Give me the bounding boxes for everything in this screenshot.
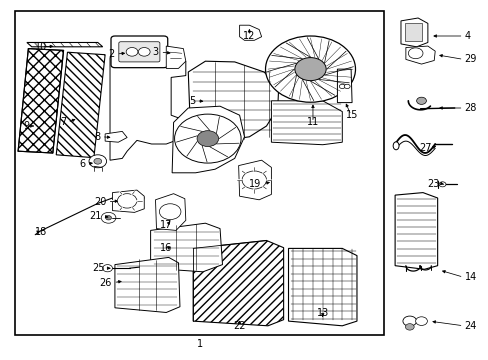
Circle shape — [438, 182, 445, 187]
Text: 4: 4 — [464, 31, 470, 41]
Text: 12: 12 — [243, 31, 255, 41]
Circle shape — [402, 316, 416, 326]
Circle shape — [174, 114, 241, 163]
Text: 3: 3 — [152, 47, 159, 57]
Text: 22: 22 — [233, 321, 245, 331]
Text: 18: 18 — [35, 227, 47, 237]
Circle shape — [197, 131, 218, 147]
Circle shape — [138, 48, 150, 56]
Text: 11: 11 — [306, 117, 319, 127]
Polygon shape — [238, 160, 271, 200]
Bar — [15, 11, 383, 335]
Polygon shape — [288, 248, 356, 326]
Circle shape — [89, 155, 106, 168]
Bar — [404, 23, 421, 41]
Text: 16: 16 — [160, 243, 172, 253]
Text: 2: 2 — [108, 49, 115, 59]
Text: 29: 29 — [464, 54, 476, 64]
Text: 19: 19 — [249, 179, 261, 189]
Text: 26: 26 — [99, 278, 111, 288]
Text: 1: 1 — [197, 339, 203, 349]
Text: 15: 15 — [345, 110, 358, 120]
Circle shape — [242, 171, 266, 189]
Text: 5: 5 — [189, 96, 195, 106]
Text: 14: 14 — [464, 272, 476, 282]
Circle shape — [105, 216, 111, 220]
Text: 6: 6 — [79, 159, 85, 169]
Polygon shape — [271, 101, 342, 145]
Polygon shape — [166, 46, 185, 68]
Polygon shape — [172, 106, 244, 173]
Circle shape — [415, 317, 427, 325]
Circle shape — [102, 265, 112, 272]
Circle shape — [405, 324, 413, 330]
Text: 24: 24 — [464, 321, 476, 331]
Polygon shape — [239, 25, 261, 40]
Circle shape — [265, 36, 355, 102]
Text: 9: 9 — [23, 121, 29, 131]
Text: 25: 25 — [92, 263, 105, 273]
Polygon shape — [56, 52, 105, 158]
Circle shape — [159, 204, 181, 220]
Polygon shape — [27, 42, 102, 47]
Circle shape — [416, 97, 426, 104]
Circle shape — [94, 158, 102, 164]
Circle shape — [126, 48, 138, 56]
Circle shape — [101, 212, 116, 223]
Text: 7: 7 — [60, 117, 66, 127]
Text: 13: 13 — [316, 308, 328, 318]
Circle shape — [294, 58, 325, 81]
Text: 8: 8 — [94, 132, 100, 142]
Text: 23: 23 — [427, 179, 439, 189]
Polygon shape — [337, 69, 351, 103]
Polygon shape — [105, 131, 127, 142]
Polygon shape — [155, 194, 185, 230]
Text: 27: 27 — [418, 143, 430, 153]
Polygon shape — [18, 49, 63, 153]
Circle shape — [407, 48, 422, 59]
Polygon shape — [110, 49, 185, 160]
Polygon shape — [115, 257, 180, 312]
Text: 20: 20 — [94, 197, 106, 207]
Polygon shape — [193, 240, 283, 326]
Circle shape — [339, 84, 345, 89]
FancyBboxPatch shape — [111, 36, 167, 68]
Text: 21: 21 — [89, 211, 102, 221]
Polygon shape — [400, 18, 427, 47]
Circle shape — [344, 84, 349, 89]
FancyBboxPatch shape — [119, 42, 160, 62]
Polygon shape — [394, 193, 437, 269]
Ellipse shape — [392, 142, 398, 150]
Polygon shape — [188, 61, 278, 140]
Polygon shape — [150, 223, 222, 272]
Polygon shape — [405, 46, 434, 64]
Text: 17: 17 — [160, 220, 172, 230]
Circle shape — [117, 194, 137, 208]
Polygon shape — [112, 190, 144, 212]
Text: 10: 10 — [35, 42, 47, 52]
Text: 28: 28 — [464, 103, 476, 113]
